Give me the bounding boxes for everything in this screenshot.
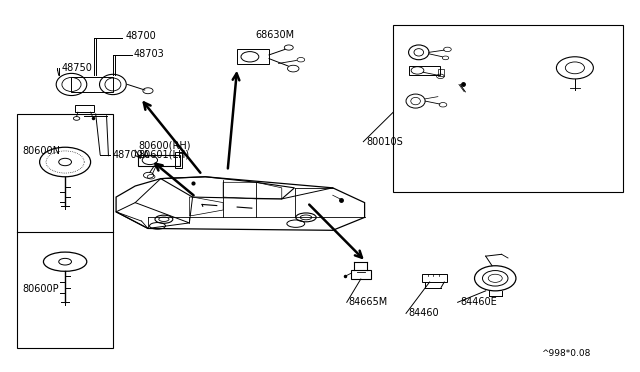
Text: 80600P: 80600P — [22, 284, 59, 294]
Bar — [438, 69, 444, 76]
Bar — [394, 25, 623, 192]
Bar — [138, 155, 180, 166]
Text: 48700: 48700 — [125, 32, 156, 41]
Text: 48700A: 48700A — [113, 150, 150, 160]
Bar — [75, 105, 94, 112]
Text: 84460: 84460 — [408, 308, 438, 318]
Text: 80601(LH): 80601(LH) — [138, 150, 189, 160]
Bar — [351, 270, 371, 279]
Bar — [17, 114, 113, 349]
Bar — [175, 153, 182, 168]
Text: 68630M: 68630M — [255, 30, 294, 40]
Bar — [409, 66, 440, 75]
Bar — [237, 49, 269, 64]
Text: 48750: 48750 — [62, 63, 93, 73]
Text: 48703: 48703 — [134, 49, 164, 59]
Text: 80600N: 80600N — [22, 146, 60, 156]
Bar — [422, 274, 447, 282]
Text: 84665M: 84665M — [349, 297, 388, 307]
Text: 80600(RH): 80600(RH) — [138, 140, 191, 150]
Bar — [72, 77, 113, 92]
Text: 80010S: 80010S — [366, 137, 403, 147]
Text: ^998*0.08: ^998*0.08 — [541, 350, 591, 359]
Text: 84460E: 84460E — [460, 297, 497, 307]
